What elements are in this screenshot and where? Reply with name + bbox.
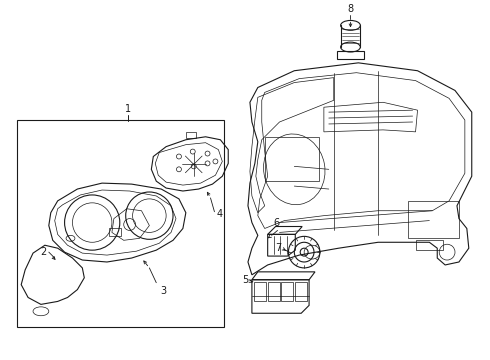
Text: 8: 8 <box>347 4 354 14</box>
Bar <box>268 282 279 301</box>
Text: 6: 6 <box>273 219 279 229</box>
Bar <box>281 282 294 301</box>
Text: 3: 3 <box>160 285 166 296</box>
Bar <box>416 240 443 250</box>
Text: 5: 5 <box>242 275 248 285</box>
Text: 4: 4 <box>217 209 222 219</box>
Bar <box>337 51 364 59</box>
Bar <box>408 201 459 238</box>
Bar <box>17 120 224 327</box>
Bar <box>109 229 121 237</box>
Bar <box>265 137 319 181</box>
Bar <box>295 282 307 301</box>
Bar <box>254 282 266 301</box>
Text: 7: 7 <box>275 243 281 253</box>
Text: 2: 2 <box>41 247 47 257</box>
Text: 1: 1 <box>124 104 131 114</box>
